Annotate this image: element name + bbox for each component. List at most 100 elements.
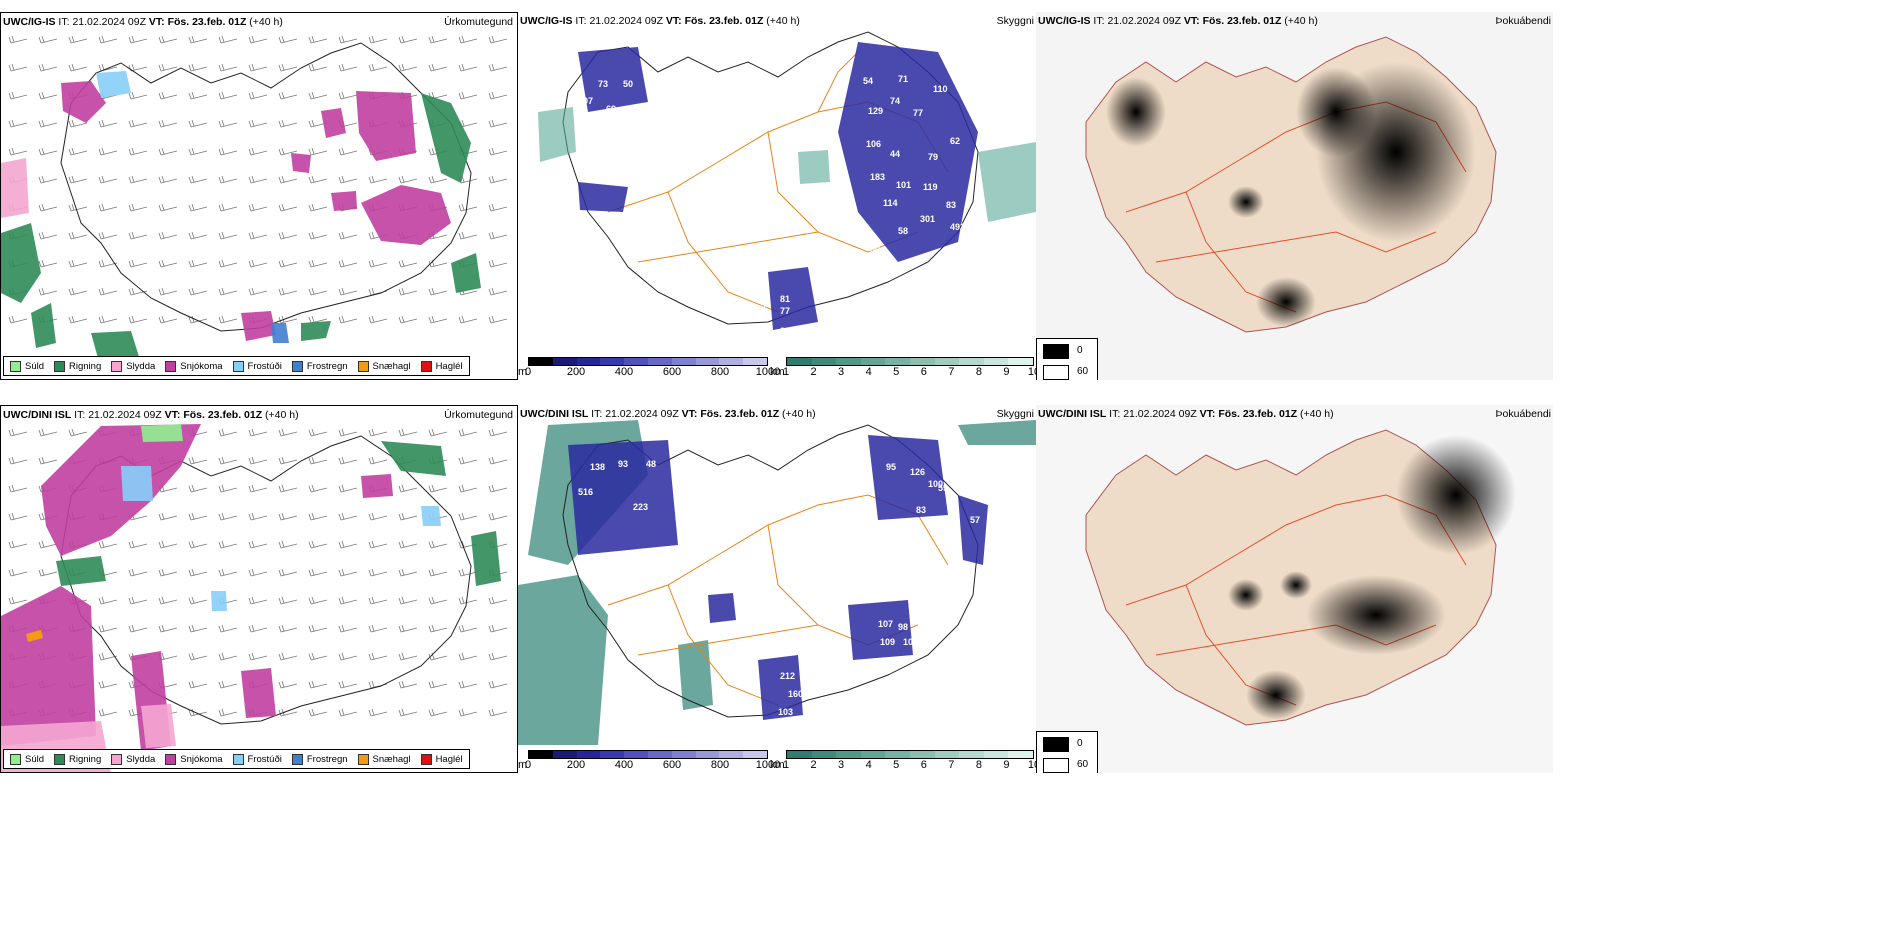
wind-barb [248, 287, 268, 296]
wind-barb [308, 91, 328, 100]
wind-barb [98, 231, 118, 240]
legend-label: Slydda [126, 753, 156, 765]
colorbar-segment [836, 358, 861, 365]
wind-barb [398, 624, 418, 633]
wind-barb [248, 484, 268, 493]
wind-barb [338, 287, 358, 296]
wind-barb [398, 428, 418, 437]
wind-barb [218, 35, 238, 44]
wind-barb [488, 512, 508, 521]
wind-barb [38, 175, 58, 184]
wind-barb [128, 315, 148, 324]
wind-barb [98, 287, 118, 296]
wind-barb [368, 259, 388, 268]
wind-barb [188, 484, 208, 493]
wind-barb [188, 624, 208, 633]
wind-barb [308, 203, 328, 212]
legend-item: Frostúði [232, 753, 282, 765]
wind-barb [98, 147, 118, 156]
legend-item: Haglél [420, 753, 463, 765]
cloud-base-label: 110 [933, 84, 948, 94]
wind-barb [218, 568, 238, 577]
wind-barb [308, 259, 328, 268]
legend-swatch [165, 753, 177, 765]
colorbar-segment [576, 751, 601, 758]
wind-barb [368, 428, 388, 437]
wind-barb [248, 624, 268, 633]
colorbar-tick: 400 [614, 759, 634, 771]
cloud-base-label: 69 [606, 104, 616, 114]
wind-barb [398, 287, 418, 296]
panel-title: Þokuábendi [1495, 15, 1551, 27]
wind-barb [458, 63, 478, 72]
colorbar-tick: 7 [948, 366, 955, 378]
precip-panel-row2: UWC/DINI ISL IT: 21.02.2024 09Z VT: Fös.… [0, 405, 518, 773]
wind-barb [338, 428, 358, 437]
wind-barb [68, 63, 88, 72]
colorbar-tick: 0 [524, 759, 532, 771]
cloud-base-label: 59 [938, 483, 948, 493]
low-cloud-areas [578, 42, 978, 330]
wind-barbs [8, 35, 508, 324]
wind-barb [338, 35, 358, 44]
wind-barb [428, 259, 448, 268]
panel-header: UWC/DINI ISL IT: 21.02.2024 09Z VT: Fös.… [520, 408, 816, 420]
sleet-areas [1, 158, 29, 218]
wind-barb [428, 35, 448, 44]
colorbar-tick: 800 [710, 366, 730, 378]
wind-barb [278, 624, 298, 633]
wind-barb [188, 231, 208, 240]
colorbar-segment [885, 358, 910, 365]
wind-barb [8, 147, 28, 156]
legend-swatch [111, 360, 123, 372]
wind-barb [458, 680, 478, 689]
fog-high-label: 0 [1077, 738, 1083, 749]
wind-barb [68, 315, 88, 324]
wind-barb [8, 568, 28, 577]
wind-barb [218, 680, 238, 689]
wind-barb [98, 35, 118, 44]
wind-barb [368, 456, 388, 465]
wind-barb [338, 652, 358, 661]
wind-barb [128, 540, 148, 549]
cloud-base-label: 301 [920, 214, 935, 224]
precip-panel-row1: UWC/IG-IS IT: 21.02.2024 09Z VT: Fös. 23… [0, 12, 518, 380]
wind-barb [188, 540, 208, 549]
wind-barb [68, 175, 88, 184]
wind-barb [188, 512, 208, 521]
wind-barb [38, 203, 58, 212]
visibility-colorbar: 1 2 3 4 5 6 7 8 9 10 [783, 750, 1036, 773]
cloud-base-label: 62 [950, 136, 960, 146]
visibility-areas [538, 107, 1036, 222]
colorbar-tick: 600 [662, 366, 682, 378]
wind-barb [308, 680, 328, 689]
colorbar-segment [600, 358, 625, 365]
legend-label: Frostregn [306, 753, 348, 765]
colorbar-segment [552, 751, 577, 758]
precip-map-row1 [1, 35, 508, 369]
wind-barb [188, 147, 208, 156]
colorbar-tick: 1 [782, 366, 790, 378]
wind-barb [188, 456, 208, 465]
legend-label: Snæhagl [372, 753, 411, 765]
wind-barb [218, 287, 238, 296]
colorbar-segment [934, 751, 960, 758]
colorbar-tick: 3 [838, 366, 845, 378]
rain-areas [56, 441, 501, 586]
colorbar-segment [860, 751, 886, 758]
colorbar-segment [811, 751, 837, 758]
cloud-base-label: 83 [916, 505, 926, 515]
fog-legend: 0 60 [1036, 731, 1098, 773]
cloud-base-label: 50 [623, 79, 633, 89]
cloud-base-labels: 73 50 307 69 54 71 110 74 129 77 62 106 44 79 183 101 11… [578, 74, 965, 336]
wind-barb [278, 175, 298, 184]
legend-swatch [232, 753, 244, 765]
wind-barb [488, 456, 508, 465]
wind-barb [428, 175, 448, 184]
precip-legend: Súld Rigning Slydda Snjókoma Frostúði Frostre… [3, 749, 470, 769]
wind-barb [488, 596, 508, 605]
wind-barb [128, 35, 148, 44]
colorbar-segment [959, 751, 984, 758]
wind-barb [428, 484, 448, 493]
